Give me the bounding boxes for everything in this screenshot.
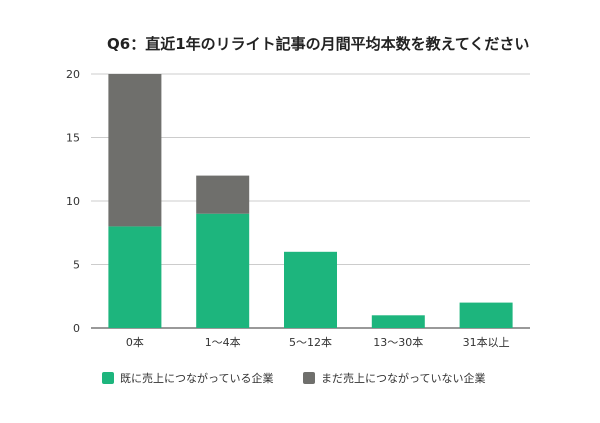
y-axis-ticks: 0 5 10 15 20 xyxy=(66,68,80,335)
legend-label: 既に売上につながっている企業 xyxy=(120,371,273,385)
bar-segment-not-converted xyxy=(108,74,162,227)
bar-segment-converted xyxy=(459,302,513,328)
x-axis-ticks: 0本 1〜4本 5〜12本 13〜30本 31本以上 xyxy=(126,335,510,349)
x-tick-label: 0本 xyxy=(126,335,144,349)
bar-segment-not-converted xyxy=(196,175,250,214)
legend-swatch xyxy=(102,372,114,384)
bar-segment-converted xyxy=(284,251,337,328)
bars xyxy=(108,74,513,328)
x-tick-label: 13〜30本 xyxy=(373,335,423,349)
y-tick-label: 0 xyxy=(73,322,80,335)
legend-swatch xyxy=(303,372,315,384)
y-tick-label: 5 xyxy=(73,259,80,272)
y-tick-label: 20 xyxy=(66,68,80,81)
x-tick-label: 31本以上 xyxy=(463,335,510,349)
y-tick-label: 15 xyxy=(66,132,80,145)
chart-title: Q6：直近1年のリライト記事の月間平均本数を教えてください xyxy=(107,35,529,53)
legend-label: まだ売上につながっていない企業 xyxy=(321,371,485,385)
bar-segment-converted xyxy=(371,315,425,328)
bar-segment-converted xyxy=(108,226,162,328)
x-tick-label: 5〜12本 xyxy=(289,335,332,349)
x-tick-label: 1〜4本 xyxy=(205,335,241,349)
bar-segment-converted xyxy=(196,213,250,328)
legend: 既に売上につながっている企業 まだ売上につながっていない企業 xyxy=(102,371,485,385)
y-tick-label: 10 xyxy=(66,195,80,208)
grid-lines xyxy=(91,73,530,329)
